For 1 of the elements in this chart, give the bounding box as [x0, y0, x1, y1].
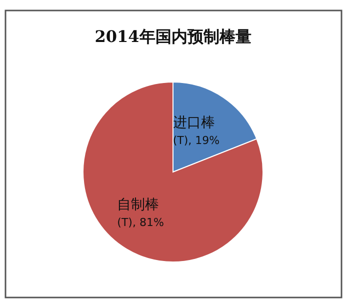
title: 2014年国内预制棒量: [94, 27, 252, 46]
